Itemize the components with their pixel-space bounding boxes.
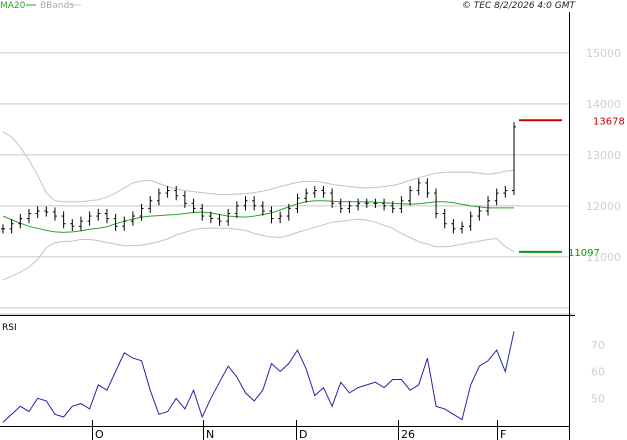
price-bar bbox=[200, 203, 205, 221]
price-bar bbox=[61, 211, 66, 229]
rsi-tick-label: 50 bbox=[591, 392, 605, 405]
ma20-line bbox=[2, 200, 514, 233]
price-bar bbox=[494, 188, 499, 206]
price-bar bbox=[425, 178, 430, 198]
price-bar bbox=[113, 214, 118, 231]
time-tick-label: O bbox=[95, 428, 104, 440]
price-bar bbox=[26, 208, 31, 224]
price-bar bbox=[243, 196, 248, 211]
price-tick-label: 15000 bbox=[586, 47, 621, 60]
price-tick-label: 12000 bbox=[586, 200, 621, 213]
time-tick-label: D bbox=[299, 428, 307, 440]
price-bar bbox=[156, 188, 161, 206]
price-bar bbox=[312, 185, 317, 198]
price-bar bbox=[18, 214, 23, 229]
price-bar bbox=[234, 201, 239, 219]
bollinger-bands bbox=[2, 131, 515, 281]
time-tick-label: 26 bbox=[401, 428, 415, 440]
legend-ma-label: MA20 bbox=[0, 1, 26, 11]
price-bar bbox=[191, 198, 196, 214]
price-bar bbox=[304, 188, 309, 203]
price-bar bbox=[330, 188, 335, 208]
price-bars bbox=[1, 122, 516, 234]
price-bar bbox=[295, 193, 300, 214]
price-bar bbox=[269, 206, 274, 224]
price-bar bbox=[382, 198, 387, 211]
price-bar bbox=[451, 219, 456, 234]
price-bar bbox=[477, 206, 482, 221]
price-bar bbox=[503, 185, 508, 198]
price-bar bbox=[130, 211, 135, 226]
rsi-path bbox=[2, 331, 515, 423]
price-bar bbox=[460, 221, 465, 234]
price-bar bbox=[208, 211, 213, 224]
price-bar bbox=[338, 198, 343, 214]
price-bar bbox=[1, 224, 5, 234]
legend: MA20 BBands bbox=[0, 1, 81, 11]
price-bar bbox=[70, 219, 75, 231]
price-bar bbox=[512, 122, 516, 196]
price-bar bbox=[347, 201, 352, 214]
price-bar bbox=[35, 206, 40, 219]
price-bar bbox=[260, 201, 265, 216]
price-bar bbox=[96, 208, 101, 221]
price-bar bbox=[416, 178, 421, 196]
time-axis-ticks: O N D 26 F bbox=[92, 420, 506, 440]
price-bar bbox=[408, 185, 413, 206]
price-bar bbox=[44, 206, 49, 217]
rsi-axis-ticks: 70 60 50 bbox=[591, 339, 605, 406]
rsi-title: RSI bbox=[2, 323, 17, 333]
price-bar bbox=[165, 185, 170, 198]
price-bar bbox=[139, 203, 144, 221]
rsi-line bbox=[2, 331, 515, 423]
price-bar bbox=[52, 207, 57, 221]
price-axis-ticks: 15000 14000 13000 12000 11000 bbox=[586, 47, 621, 264]
price-bar bbox=[442, 208, 447, 229]
moving-average bbox=[2, 200, 514, 233]
price-bar bbox=[217, 214, 222, 226]
legend-bbands-label: BBands bbox=[40, 1, 74, 11]
price-bar bbox=[356, 198, 361, 211]
support-label: 11097 bbox=[568, 248, 600, 259]
price-bar bbox=[252, 196, 257, 211]
price-bar bbox=[226, 208, 231, 226]
price-bar bbox=[390, 201, 395, 214]
price-bar bbox=[122, 216, 127, 231]
price-bar bbox=[373, 198, 378, 208]
price-bar bbox=[468, 211, 473, 231]
resistance-label: 13678 bbox=[593, 116, 625, 127]
bbands-lower-line bbox=[2, 218, 515, 281]
price-tick-label: 11000 bbox=[586, 251, 621, 264]
price-tick-label: 14000 bbox=[586, 98, 621, 111]
bbands-upper-line bbox=[2, 131, 515, 203]
price-levels: 13678 11097 bbox=[519, 116, 625, 259]
price-bar bbox=[104, 208, 109, 224]
price-bar bbox=[321, 185, 326, 198]
price-bar bbox=[182, 191, 187, 208]
time-tick-label: F bbox=[500, 428, 506, 440]
price-bar bbox=[486, 196, 491, 216]
price-bar bbox=[364, 198, 369, 208]
price-bar bbox=[174, 185, 179, 201]
price-bar bbox=[78, 216, 83, 231]
price-grid bbox=[0, 52, 569, 309]
price-bar bbox=[399, 196, 404, 214]
price-bar bbox=[286, 203, 291, 221]
price-bar bbox=[9, 219, 14, 234]
time-tick-label: N bbox=[206, 428, 214, 440]
rsi-tick-label: 60 bbox=[591, 366, 605, 379]
price-tick-label: 13000 bbox=[586, 149, 621, 162]
price-bar bbox=[278, 211, 283, 224]
price-bar bbox=[87, 211, 92, 226]
rsi-tick-label: 70 bbox=[591, 339, 605, 352]
price-bar bbox=[434, 188, 439, 219]
price-bar bbox=[148, 196, 153, 214]
copyright-stamp: © TEC 8/2/2026 4:0 GMT bbox=[462, 1, 577, 11]
